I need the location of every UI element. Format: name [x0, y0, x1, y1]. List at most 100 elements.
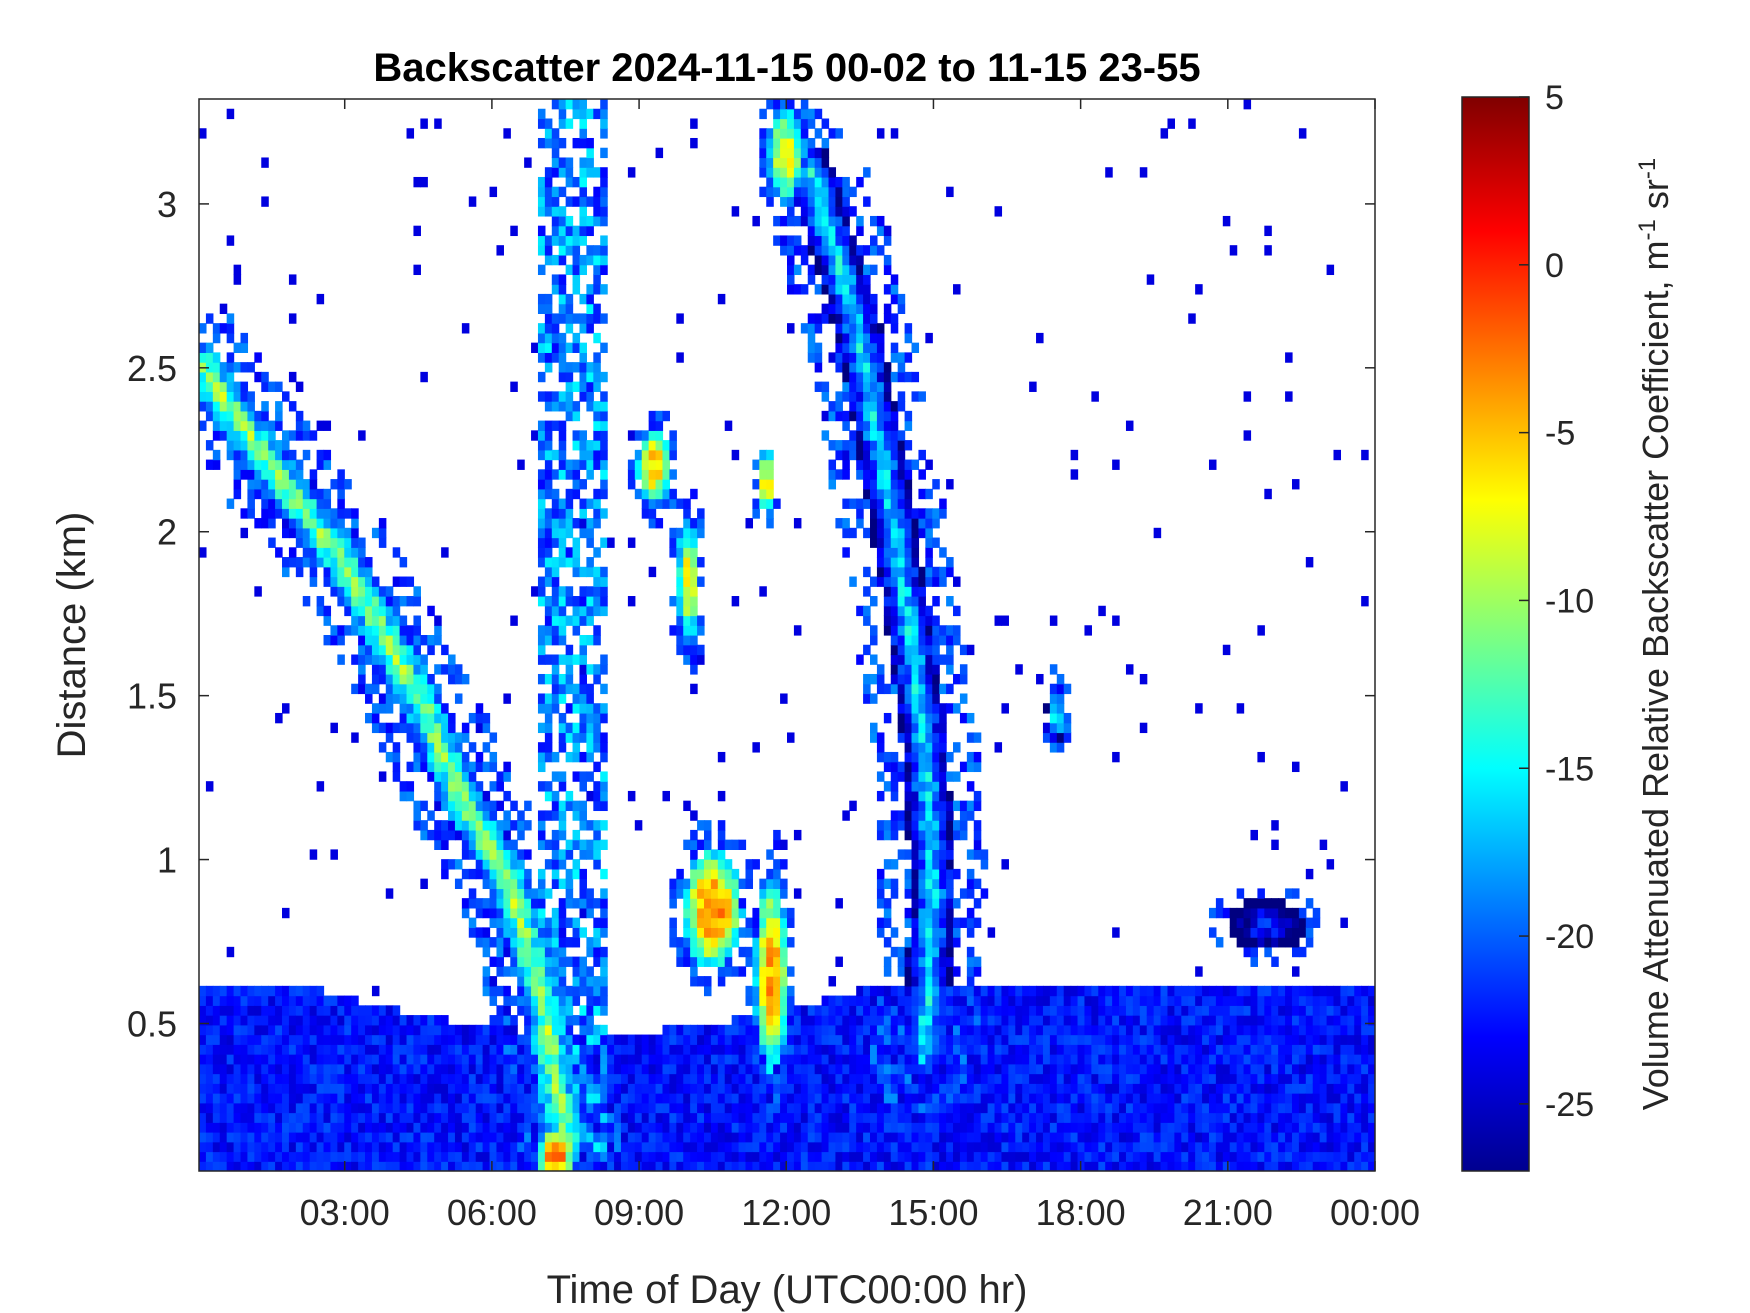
heatmap-cell [1001, 1093, 1009, 1104]
heatmap-cell [413, 586, 421, 597]
heatmap-cell [876, 771, 885, 782]
heatmap-cell [870, 1132, 878, 1143]
heatmap-cell [870, 1063, 878, 1075]
heatmap-cell [385, 732, 394, 743]
heatmap-cell [904, 1161, 913, 1171]
heatmap-cell [773, 888, 781, 899]
heatmap-cell [780, 99, 788, 110]
heatmap-cell [932, 898, 940, 909]
heatmap-cell [510, 868, 518, 880]
heatmap-cell [510, 888, 518, 899]
heatmap-cell [344, 479, 352, 490]
heatmap-cell [821, 1122, 830, 1133]
heatmap-cell [531, 1054, 539, 1065]
heatmap-cell [897, 966, 906, 977]
heatmap-cell [925, 751, 933, 763]
heatmap-cell [510, 1015, 518, 1026]
heatmap-cell [883, 420, 892, 431]
heatmap-cell [565, 722, 574, 734]
heatmap-cell [787, 167, 795, 178]
heatmap-cell [282, 1122, 290, 1133]
heatmap-cell [593, 196, 601, 207]
heatmap-cell [517, 985, 525, 997]
heatmap-cell [205, 1044, 214, 1055]
heatmap-cell [904, 849, 913, 860]
heatmap-cell [399, 615, 408, 626]
heatmap-cell [212, 985, 221, 997]
heatmap-cell [323, 1151, 332, 1162]
heatmap-cell [434, 1054, 442, 1065]
heatmap-cell [282, 1132, 290, 1143]
heatmap-cell [295, 1083, 304, 1094]
heatmap-cell [870, 654, 878, 665]
heatmap-cell [1015, 1102, 1023, 1114]
heatmap-cell [731, 888, 740, 899]
heatmap-cell [1036, 1073, 1044, 1084]
heatmap-cell [863, 586, 871, 597]
heatmap-cell [939, 810, 947, 821]
heatmap-cell [309, 547, 318, 558]
heatmap-cell [932, 937, 940, 948]
heatmap-cell [953, 576, 961, 587]
heatmap-cell [330, 518, 338, 529]
heatmap-cell [226, 1073, 235, 1084]
heatmap-cell [870, 527, 878, 539]
heatmap-cell [918, 683, 926, 695]
heatmap-cell [537, 1005, 546, 1016]
heatmap-cell [1042, 1044, 1051, 1055]
heatmap-cell [890, 508, 899, 519]
heatmap-cell [773, 859, 781, 870]
heatmap-cell [883, 576, 892, 587]
heatmap-cell [918, 703, 926, 714]
heatmap-cell [551, 839, 560, 850]
heatmap-cell [787, 966, 795, 977]
heatmap-cell [904, 1102, 913, 1114]
heatmap-cell [932, 927, 940, 938]
heatmap-cell [503, 810, 511, 821]
heatmap-cell [365, 1112, 373, 1123]
heatmap-cell [544, 937, 553, 948]
heatmap-cell [572, 976, 581, 987]
heatmap-cell [890, 596, 899, 607]
heatmap-cell [503, 1054, 511, 1065]
heatmap-cell [634, 1044, 643, 1055]
heatmap-cell [897, 459, 906, 470]
heatmap-cell [531, 1015, 539, 1026]
heatmap-cell [953, 1005, 961, 1016]
heatmap-cell [572, 625, 581, 636]
heatmap-cell [565, 596, 574, 607]
heatmap-cell [946, 1015, 954, 1026]
heatmap-cell [219, 1034, 228, 1045]
heatmap-cell [1001, 1151, 1009, 1162]
heatmap-cell [247, 410, 255, 422]
heatmap-cell [676, 1112, 684, 1123]
heatmap-cell [849, 1083, 857, 1094]
heatmap-cell [378, 615, 387, 626]
heatmap-cell [558, 615, 567, 626]
heatmap-cell [1001, 995, 1009, 1006]
heatmap-cell [669, 430, 677, 441]
heatmap-cell [842, 1044, 850, 1055]
heatmap-cell [911, 1054, 920, 1065]
heatmap-cell [385, 751, 394, 763]
heatmap-cell [288, 313, 297, 324]
heatmap-cell [766, 1102, 774, 1114]
heatmap-cell [316, 449, 325, 461]
heatmap-cell [1049, 1161, 1058, 1171]
heatmap-cell [883, 508, 892, 519]
heatmap-cell [371, 1044, 380, 1055]
heatmap-cell [586, 323, 594, 334]
heatmap-cell [911, 917, 920, 928]
heatmap-cell [925, 1063, 933, 1075]
heatmap-cell [793, 264, 802, 276]
heatmap-cell [275, 1161, 283, 1171]
heatmap-cell [226, 1122, 235, 1133]
heatmap-cell [966, 1034, 975, 1045]
heatmap-cell [1036, 1063, 1044, 1075]
heatmap-cell [420, 761, 428, 773]
heatmap-cell [787, 99, 795, 110]
heatmap-cell [627, 1034, 636, 1045]
heatmap-cell [544, 1102, 553, 1114]
heatmap-cell [496, 956, 504, 967]
heatmap-cell [199, 1034, 207, 1045]
